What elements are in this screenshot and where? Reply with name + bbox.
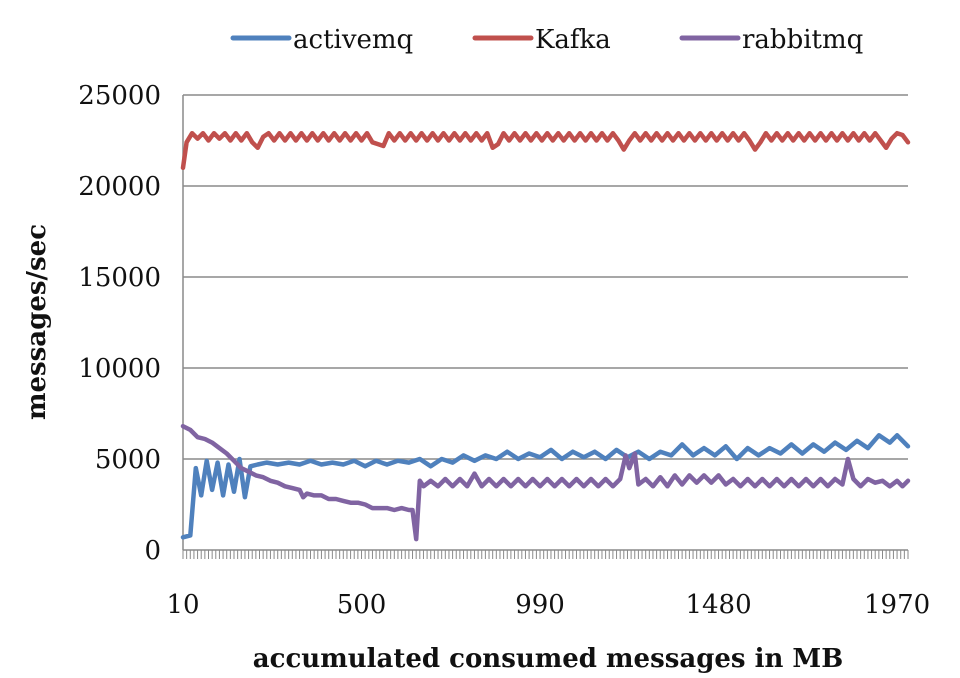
legend-label-rabbitmq: rabbitmq (742, 25, 863, 55)
series-group (180, 130, 911, 542)
y-tick-label: 15000 (78, 263, 161, 293)
y-tick-label: 25000 (78, 81, 161, 111)
x-axis-tick-labels: 10 500 990 1480 1970 (166, 590, 930, 620)
grid (182, 94, 908, 551)
x-axis-title: accumulated consumed messages in MB (253, 644, 843, 674)
x-tick-label: 10 (166, 590, 199, 620)
y-axis-title: messages/sec (22, 224, 52, 420)
x-axis-minor-ticks (182, 550, 909, 559)
series-line-activemq (180, 433, 911, 540)
y-axis-tick-labels: 0 5000 10000 15000 20000 25000 (78, 81, 161, 566)
x-tick-label: 1480 (685, 590, 751, 620)
x-tick-label: 500 (337, 590, 387, 620)
series-line-rabbitmq (180, 423, 911, 542)
x-tick-label: 990 (515, 590, 565, 620)
legend-label-kafka: Kafka (535, 25, 611, 55)
series-line-kafka (180, 130, 911, 171)
y-tick-label: 0 (144, 536, 161, 566)
x-tick-label: 1970 (864, 590, 930, 620)
y-tick-label: 10000 (78, 354, 161, 384)
legend-label-activemq: activemq (293, 25, 413, 55)
y-tick-label: 20000 (78, 172, 161, 202)
legend: activemq Kafka rabbitmq (230, 25, 863, 55)
y-tick-label: 5000 (95, 445, 161, 475)
